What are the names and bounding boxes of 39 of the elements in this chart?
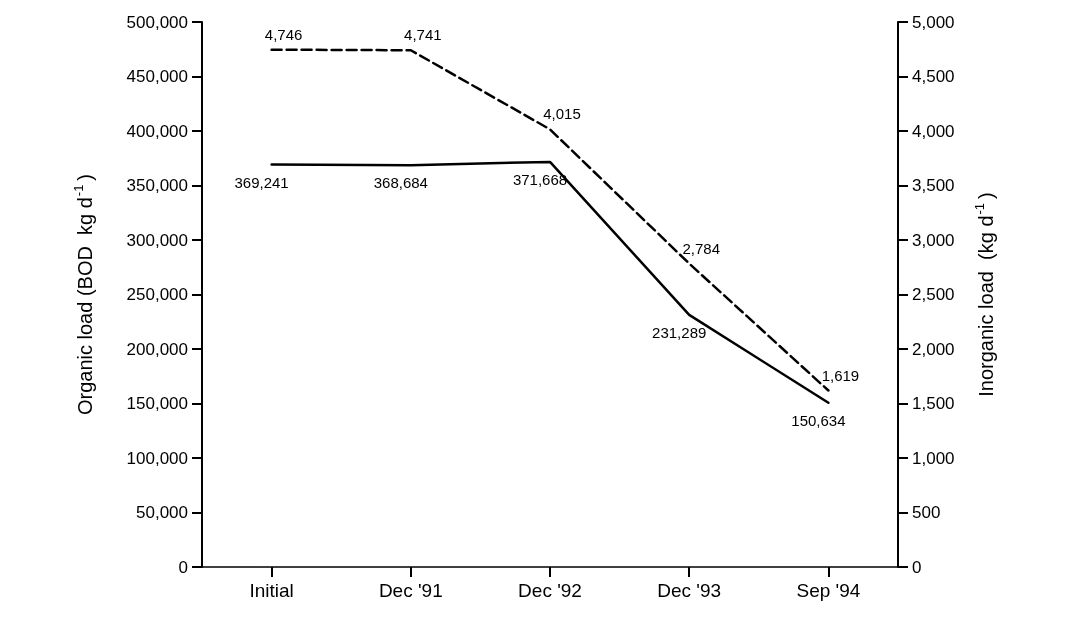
x-tick-label: Dec '92 <box>518 580 582 601</box>
data-label: 150,634 <box>791 411 846 429</box>
y-tick-label: 500,000 <box>126 12 188 32</box>
x-tick-label: Sep '94 <box>796 580 861 601</box>
y-axis-title: Organic load (BOD kg d-1) <box>71 173 96 416</box>
data-label: 4,741 <box>404 26 442 44</box>
y2-tick-label: 0 <box>912 557 922 577</box>
y-tick-label: 200,000 <box>126 339 188 359</box>
data-label: 2,784 <box>682 239 720 257</box>
y-tick-label: 0 <box>178 557 188 577</box>
y2-tick-label: 5,000 <box>912 12 955 32</box>
data-label: 1,619 <box>821 366 860 384</box>
y2-tick-label: 3,500 <box>912 176 955 195</box>
y-tick-label: 350,000 <box>126 176 188 195</box>
x-tick-label: Initial <box>249 580 294 601</box>
y2-tick-label: 1,000 <box>912 448 955 468</box>
y2-tick-label: 2,500 <box>912 285 955 304</box>
y-tick-label: 100,000 <box>126 448 188 468</box>
y2-tick-label: 4,000 <box>912 121 955 141</box>
y2-tick-label: 2,000 <box>912 339 955 359</box>
y-tick-label: 150,000 <box>126 394 188 413</box>
y2-tick-label: 1,500 <box>912 394 955 413</box>
data-label: 369,241 <box>234 173 289 191</box>
x-tick-label: Dec '93 <box>657 580 722 601</box>
y-tick-label: 300,000 <box>126 230 188 250</box>
y2-tick-label: 500 <box>912 503 941 522</box>
y-tick-label: 400,000 <box>126 121 188 141</box>
y2-tick-label: 4,500 <box>912 67 955 86</box>
y-tick-label: 50,000 <box>136 503 188 522</box>
data-label: 371,668 <box>512 170 568 188</box>
data-label: 4,015 <box>543 105 581 123</box>
data-label: 231,289 <box>652 323 707 341</box>
data-label: 368,684 <box>373 174 428 192</box>
data-label: 4,746 <box>264 25 303 43</box>
y-tick-label: 250,000 <box>126 285 188 304</box>
y-tick-label: 450,000 <box>126 67 188 86</box>
y2-axis-title: Inorganic load (kg d-1) <box>972 192 997 397</box>
y2-tick-label: 3,000 <box>912 230 955 250</box>
x-tick-label: Dec '91 <box>378 580 443 601</box>
